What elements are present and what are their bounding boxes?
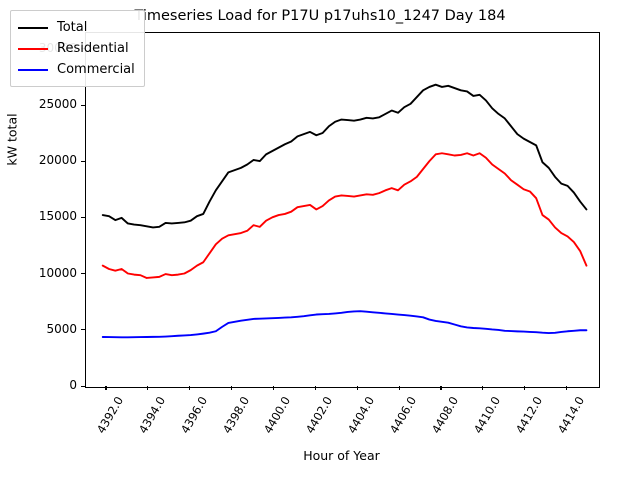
x-tick-label: 4398.0 <box>219 394 252 436</box>
chart-legend: Total Residential Commercial <box>10 10 145 87</box>
legend-entry: Residential <box>18 38 135 59</box>
y-tick-mark <box>81 216 85 219</box>
y-tick-mark <box>81 385 85 387</box>
x-tick-mark <box>356 386 358 390</box>
x-tick-mark <box>482 386 484 390</box>
chart-title: Timeseries Load for P17U p17uhs10_1247 D… <box>134 8 506 24</box>
legend-color-swatch <box>18 47 48 50</box>
x-tick-label: 4394.0 <box>135 394 168 436</box>
x-tick-mark <box>524 386 526 390</box>
legend-color-swatch <box>18 26 48 29</box>
x-tick-label: 4402.0 <box>303 394 336 436</box>
plot-lines <box>101 83 588 339</box>
legend-entry: Total <box>18 17 135 38</box>
x-tick-label: 4406.0 <box>386 394 420 436</box>
series-line-residential <box>101 152 588 279</box>
y-tick-mark <box>81 329 85 331</box>
series-line-commercial <box>101 310 588 339</box>
x-tick-label: 4392.0 <box>93 394 127 436</box>
plot-area <box>85 32 600 388</box>
x-tick-mark <box>272 386 275 390</box>
x-axis-label: Hour of Year <box>303 448 380 463</box>
y-tick-mark <box>81 104 85 106</box>
x-tick-mark <box>314 386 316 390</box>
legend-label: Residential <box>57 41 129 56</box>
legend-label: Commercial <box>57 62 135 77</box>
x-tick-label: 4396.0 <box>177 394 210 436</box>
legend-label: Total <box>57 20 88 35</box>
y-tick-label: 15000 <box>38 209 77 224</box>
x-tick-mark <box>398 386 400 390</box>
x-tick-label: 4408.0 <box>428 394 462 436</box>
legend-color-swatch <box>18 68 48 71</box>
x-tick-label: 4410.0 <box>470 394 503 436</box>
x-tick-mark <box>566 386 568 390</box>
y-tick-mark <box>81 160 85 162</box>
x-tick-mark <box>189 386 191 390</box>
y-tick-label: 10000 <box>38 265 77 280</box>
x-tick-mark <box>440 386 442 390</box>
series-line-total <box>101 83 588 229</box>
y-tick-label: 20000 <box>38 153 77 168</box>
x-tick-label: 4414.0 <box>554 394 587 436</box>
x-tick-mark <box>105 386 107 390</box>
x-tick-mark <box>147 386 149 390</box>
legend-entry: Commercial <box>18 59 135 80</box>
x-tick-label: 4404.0 <box>345 394 378 436</box>
y-tick-label: 0 <box>69 378 77 392</box>
x-tick-label: 4400.0 <box>261 394 294 436</box>
y-tick-label: 5000 <box>46 321 77 336</box>
x-tick-mark <box>231 386 233 390</box>
x-tick-label: 4412.0 <box>512 394 545 436</box>
y-tick-mark <box>81 273 85 275</box>
y-tick-label: 25000 <box>38 97 77 112</box>
